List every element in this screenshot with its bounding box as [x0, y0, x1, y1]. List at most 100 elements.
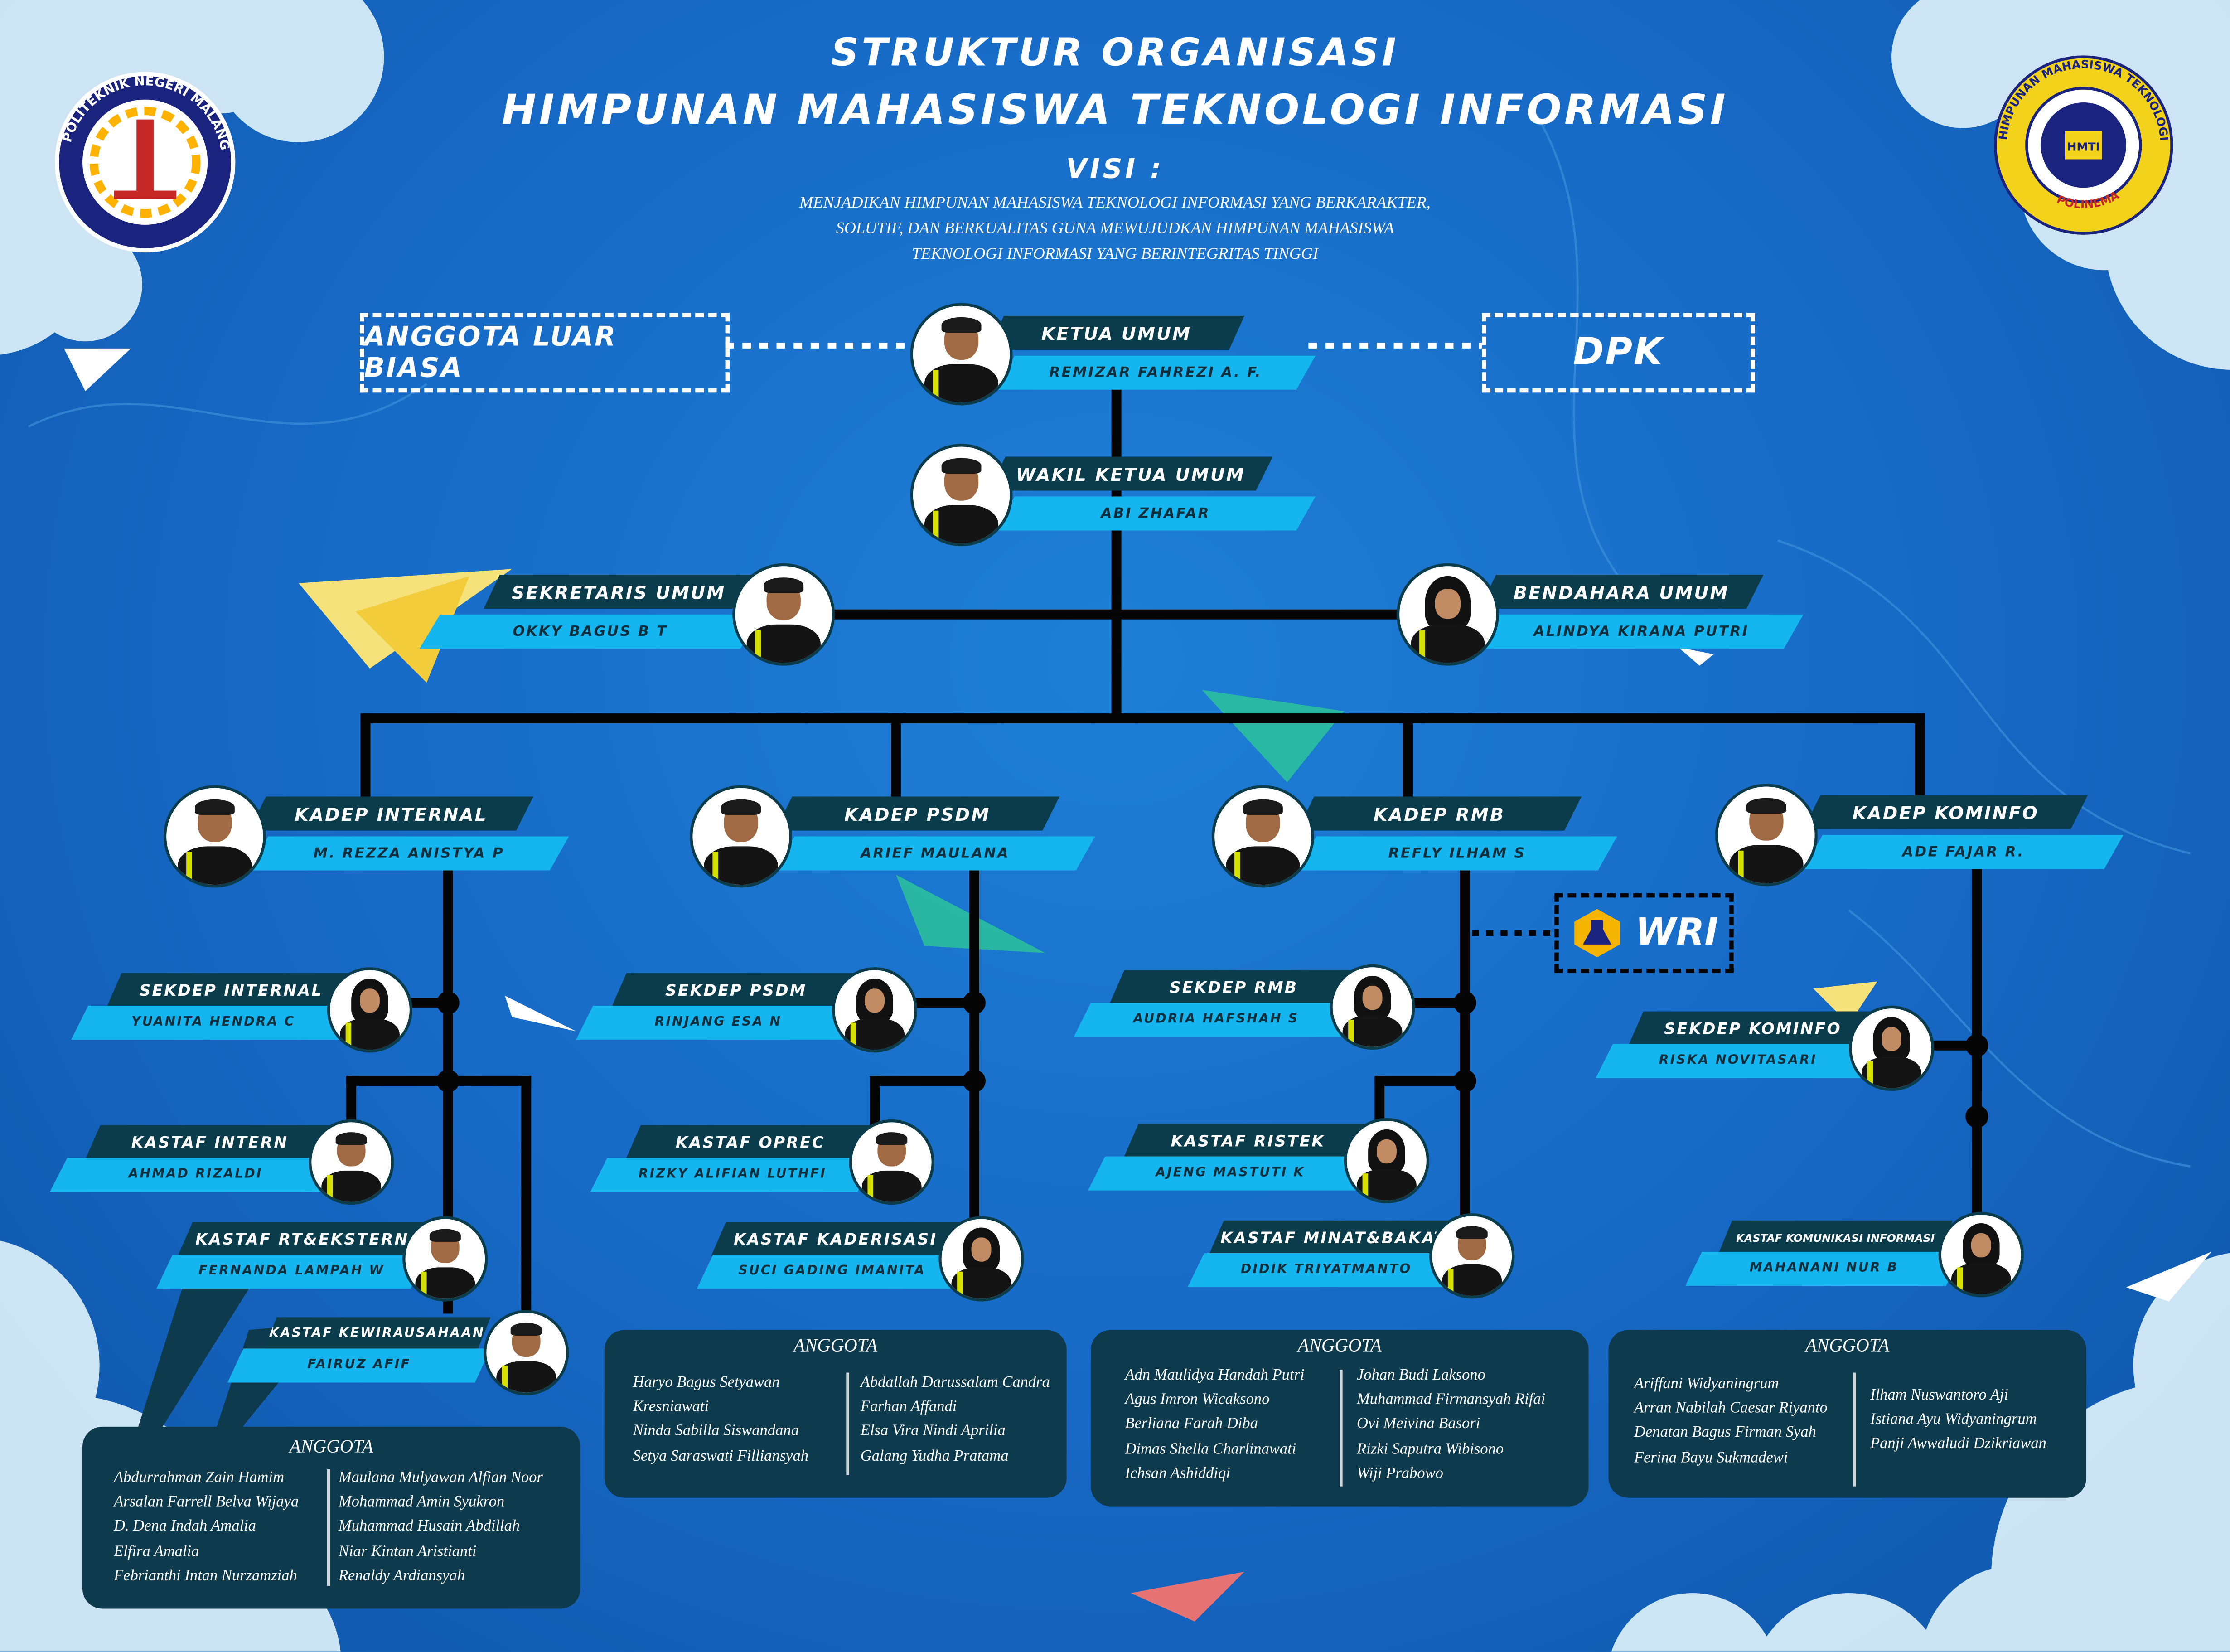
- column-divider: [1340, 1370, 1342, 1487]
- list-item: Elsa Vira Nindi Aprilia: [860, 1423, 1006, 1440]
- list-item: Muhammad Firmansyah Rifai: [1357, 1391, 1546, 1409]
- sekretaris-position: SEKRETARIS UMUM: [484, 574, 754, 609]
- bendahara-position: BENDAHARA UMUM: [1479, 574, 1764, 609]
- visi-line-2: SOLUTIF, DAN BERKUALITAS GUNA MEWUJUDKAN…: [836, 220, 1394, 238]
- anggota-kominfo-col1: Ariffani Widyaningrum Arran Nabilah Caes…: [1634, 1373, 1828, 1471]
- list-item: Niar Kintan Aristianti: [338, 1542, 477, 1560]
- ketua-position: KETUA UMUM: [988, 315, 1245, 350]
- anggota-luar-biasa-box: ANGGOTA LUAR BIASA: [360, 313, 730, 393]
- sekdep-kominfo-position: SEKDEP KOMINFO: [1628, 1011, 1877, 1046]
- list-item: Elfira Amalia: [114, 1542, 199, 1560]
- kadep-rmb-position: KADEP RMB: [1297, 796, 1582, 831]
- sekdep-kominfo-photo: [1848, 1005, 1935, 1091]
- dpk-box: DPK: [1482, 313, 1755, 393]
- sekdep-internal-photo: [327, 967, 413, 1053]
- visi-label: VISI :: [1066, 153, 1164, 185]
- kastaf-kewirausahaan-name: FAIRUZ AFIF: [227, 1348, 491, 1383]
- anggota-rmb-box: ANGGOTA Adn Maulidya Handah Putri Agus I…: [1091, 1330, 1589, 1507]
- list-item: Muhammad Husain Abdillah: [338, 1518, 520, 1536]
- column-divider: [1853, 1372, 1856, 1487]
- list-item: Arsalan Farrell Belva Wijaya: [114, 1493, 299, 1511]
- kastaf-kaderisasi-name: SUCI GADING IMANITA: [697, 1255, 967, 1289]
- kastaf-ristek-photo: [1344, 1118, 1430, 1204]
- anggota-rmb-col2: Johan Budi Laksono Muhammad Firmansyah R…: [1357, 1364, 1545, 1487]
- anggota-kominfo-label: ANGGOTA: [1805, 1334, 1890, 1356]
- kadep-rmb-name: REFLY ILHAM S: [1297, 836, 1617, 871]
- list-item: Ovi Meivina Basori: [1357, 1415, 1480, 1433]
- visi-line-1: MENJADIKAN HIMPUNAN MAHASISWA TEKNOLOGI …: [799, 194, 1431, 212]
- list-item: Arran Nabilah Caesar Riyanto: [1634, 1400, 1828, 1417]
- list-item: Ninda Sabilla Siswandana: [633, 1423, 799, 1440]
- kadep-kominfo-photo: [1715, 784, 1818, 887]
- anggota-psdm-box: ANGGOTA Haryo Bagus Setyawan Kresniawati…: [604, 1330, 1067, 1498]
- kastaf-komunikasi-photo: [1938, 1211, 2024, 1298]
- kastaf-minat-bakat-photo: [1429, 1213, 1515, 1299]
- visi-statement: MENJADIKAN HIMPUNAN MAHASISWA TEKNOLOGI …: [617, 191, 1613, 267]
- list-item: Istiana Ayu Widyaningrum: [1870, 1411, 2037, 1429]
- kadep-internal-position: KADEP INTERNAL: [249, 796, 533, 831]
- list-item: Johan Budi Laksono: [1357, 1367, 1485, 1384]
- kadep-internal-photo: [163, 785, 266, 888]
- list-item: Wiji Prabowo: [1357, 1464, 1443, 1482]
- sekdep-psdm-position: SEKDEP PSDM: [611, 973, 861, 1007]
- wri-label: WRI: [1635, 911, 1718, 954]
- ketua-name: REMIZAR FAHREZI A. F.: [995, 355, 1316, 390]
- list-item: Adn Maulidya Handah Putri: [1125, 1367, 1305, 1384]
- list-item: Denatan Bagus Firman Syah: [1634, 1424, 1816, 1442]
- kastaf-intern-photo: [309, 1119, 394, 1205]
- list-item: Agus Imron Wicaksono: [1125, 1391, 1270, 1409]
- visi-line-3: TEKNOLOGI INFORMASI YANG BERINTEGRITAS T…: [911, 246, 1319, 263]
- kastaf-minat-bakat-name: DIDIK TRIYATMANTO: [1187, 1253, 1465, 1288]
- sekretaris-name: OKKY BAGUS B T: [419, 614, 761, 649]
- wakil-photo: [910, 444, 1013, 547]
- anggota-psdm-col1: Haryo Bagus Setyawan Kresniawati Ninda S…: [633, 1371, 808, 1469]
- list-item: Galang Yudha Pratama: [860, 1447, 1009, 1465]
- list-item: Berliana Farah Diba: [1125, 1415, 1258, 1433]
- title-line-2: HIMPUNAN MAHASISWA TEKNOLOGI INFORMASI: [502, 85, 1728, 134]
- list-item: D. Dena Indah Amalia: [114, 1518, 256, 1536]
- kastaf-oprec-photo: [849, 1119, 934, 1205]
- bendahara-photo: [1396, 563, 1499, 666]
- kastaf-kewirausahaan-photo: [484, 1310, 569, 1395]
- list-item: Maulana Mulyawan Alfian Noor: [338, 1469, 543, 1487]
- kastaf-ristek-name: AJENG MASTUTI K: [1088, 1156, 1373, 1191]
- list-item: Panji Awwaludi Dzikriawan: [1870, 1435, 2046, 1453]
- anggota-internal-col2: Maulana Mulyawan Alfian Noor Mohammad Am…: [339, 1467, 543, 1589]
- sekretaris-photo: [732, 563, 835, 666]
- kastaf-ristek-position: KASTAF RISTEK: [1123, 1124, 1373, 1158]
- anggota-rmb-label: ANGGOTA: [1297, 1334, 1382, 1356]
- kastaf-intern-position: KASTAF INTERN: [85, 1125, 334, 1159]
- kadep-psdm-photo: [690, 785, 793, 888]
- anggota-internal-label: ANGGOTA: [289, 1435, 373, 1457]
- kastaf-intern-name: AHMAD RIZALDI: [49, 1158, 342, 1192]
- kastaf-kewirausahaan-position: KASTAF KEWIRAUSAHAAN: [263, 1317, 491, 1352]
- kastaf-oprec-name: RIZKY ALIFIAN LUTHFI: [590, 1158, 875, 1192]
- column-divider: [327, 1469, 329, 1586]
- kastaf-kaderisasi-photo: [938, 1216, 1024, 1302]
- sekdep-kominfo-name: RISKA NOVITASARI: [1596, 1044, 1880, 1078]
- list-item: Setya Saraswati Filliansyah: [633, 1447, 809, 1465]
- kastaf-minat-bakat-position: KASTAF MINAT&BAKAT: [1209, 1220, 1458, 1255]
- list-item: Ariffani Widyaningrum: [1634, 1375, 1779, 1393]
- kastaf-rt-ekstern-position: KASTAF RT&EKSTERN: [178, 1221, 427, 1256]
- title-line-1: STRUKTUR ORGANISASI: [831, 31, 1399, 76]
- list-item: Farhan Affandi: [860, 1398, 957, 1416]
- kastaf-rt-ekstern-name: FERNANDA LAMPAH W: [156, 1255, 427, 1289]
- wakil-name: ABI ZHAFAR: [995, 496, 1316, 531]
- wakil-position: WAKIL KETUA UMUM: [988, 456, 1273, 491]
- wri-box: WRI: [1554, 893, 1734, 973]
- flask-icon: [1574, 909, 1620, 958]
- list-item: Ilham Nuswantoro Aji: [1870, 1386, 2009, 1404]
- sekdep-internal-name: YUANITA HENDRA C: [71, 1005, 356, 1040]
- sekdep-rmb-photo: [1330, 964, 1415, 1050]
- anggota-kominfo-col2: Ilham Nuswantoro Aji Istiana Ayu Widyani…: [1870, 1384, 2046, 1458]
- anggota-rmb-col1: Adn Maulidya Handah Putri Agus Imron Wic…: [1125, 1364, 1304, 1487]
- list-item: Febrianthi Intan Nurzamziah: [114, 1567, 297, 1584]
- list-item: Mohammad Amin Syukron: [338, 1493, 505, 1511]
- list-item: Kresniawati: [633, 1398, 709, 1416]
- kadep-kominfo-position: KADEP KOMINFO: [1803, 795, 2088, 829]
- kastaf-oprec-position: KASTAF OPREC: [625, 1125, 875, 1159]
- sekdep-psdm-name: RINJANG ESA N: [576, 1005, 861, 1040]
- sekdep-rmb-position: SEKDEP RMB: [1109, 970, 1359, 1004]
